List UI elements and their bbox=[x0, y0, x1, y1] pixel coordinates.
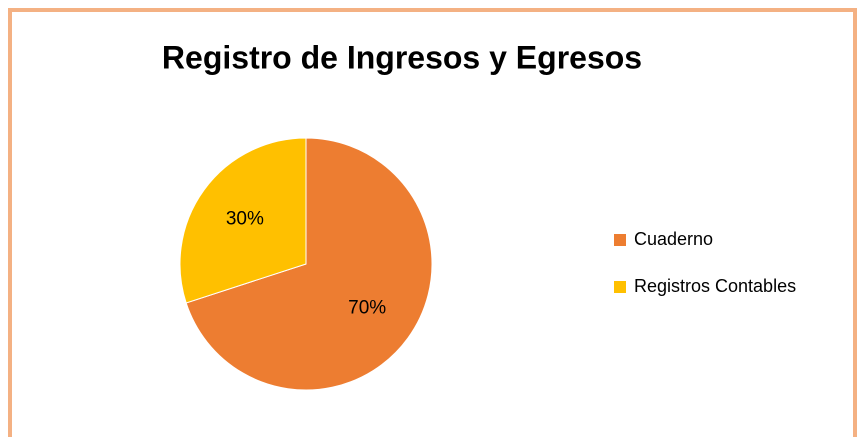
legend-label: Registros Contables bbox=[634, 276, 796, 296]
data-label: 70% bbox=[348, 297, 386, 318]
legend-swatch bbox=[614, 234, 626, 246]
data-label: 30% bbox=[226, 209, 264, 230]
chart-title: Registro de Ingresos y Egresos bbox=[162, 39, 642, 75]
legend-swatch bbox=[614, 281, 626, 293]
pie-slice bbox=[185, 137, 433, 391]
chart-frame bbox=[8, 8, 857, 437]
pie-slice bbox=[179, 137, 307, 304]
legend-label: Cuaderno bbox=[634, 229, 713, 249]
